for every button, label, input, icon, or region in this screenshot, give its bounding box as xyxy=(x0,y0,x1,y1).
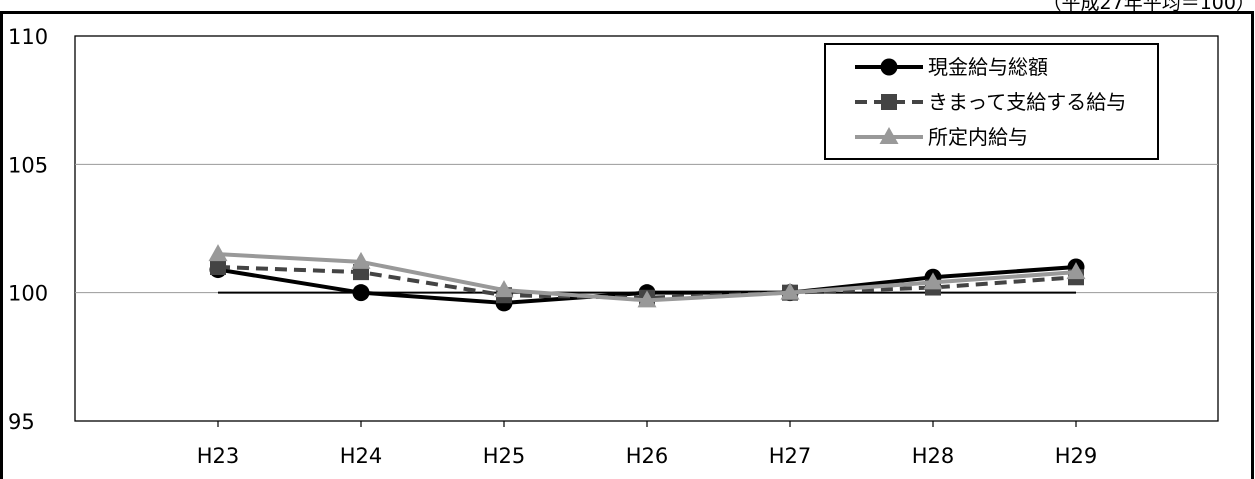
y-tick-label: 110 xyxy=(8,25,48,49)
data-point-series-2 xyxy=(210,259,226,275)
legend-marker-3 xyxy=(879,127,899,144)
legend-marker-1 xyxy=(880,58,898,76)
data-point-series-3 xyxy=(494,280,514,298)
x-tick-label: H25 xyxy=(483,444,526,468)
legend-label-1: 現金給与総額 xyxy=(928,55,1048,79)
x-tick-label: H27 xyxy=(769,444,812,468)
data-point-series-1 xyxy=(352,284,370,302)
unit-note: （平成27年平均＝100） xyxy=(1043,0,1255,14)
legend-marker-2 xyxy=(881,94,897,110)
x-tick-label: H24 xyxy=(340,444,383,468)
data-point-series-3 xyxy=(208,244,228,262)
x-tick-label: H28 xyxy=(912,444,955,468)
y-tick-label: 105 xyxy=(8,153,48,177)
data-point-series-3 xyxy=(637,290,657,308)
legend-label-2: きまって支給する給与 xyxy=(928,90,1126,114)
data-point-series-3 xyxy=(780,282,800,300)
plot-area: 95 100 105 110 H23 H24 H25 H26 H27 H28 H29 現金給与総額きま… xyxy=(8,25,1219,468)
y-tick-label: 100 xyxy=(8,282,48,306)
data-point-series-3 xyxy=(1066,262,1086,280)
x-tick-label: H29 xyxy=(1055,444,1098,468)
data-point-series-3 xyxy=(351,251,371,269)
legend-label-3: 所定内給与 xyxy=(928,125,1028,149)
y-tick-label: 95 xyxy=(8,410,35,434)
data-point-series-3 xyxy=(923,272,943,290)
x-tick-label: H26 xyxy=(626,444,669,468)
x-tick-label: H23 xyxy=(197,444,240,468)
